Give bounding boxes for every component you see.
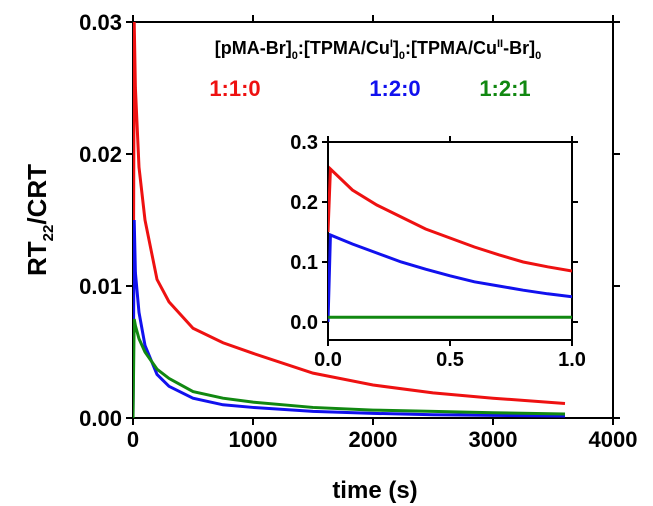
- x-tick-label: 0.5: [436, 349, 464, 371]
- legend-title-sub: 0: [292, 50, 298, 62]
- legend-title: [pMA-Br]0:[TPMA/CuI]0:[TPMA/CuII-Br]0: [215, 38, 542, 62]
- y-title-part: RT: [22, 241, 52, 276]
- series-line: [328, 232, 572, 323]
- y-tick-label: 0.3: [290, 132, 318, 154]
- y-tick-label: 0.02: [79, 142, 122, 167]
- x-tick-label: 1.0: [558, 349, 586, 371]
- plot-frame: [327, 141, 573, 341]
- legend-title-sub: 0: [535, 50, 541, 62]
- series-line: [133, 219, 566, 418]
- series-line: [133, 22, 566, 418]
- legend-title-part: :[TPMA/Cu: [298, 38, 390, 58]
- x-tick-label: 2000: [349, 427, 398, 452]
- y-tick-label: 0.1: [290, 252, 318, 274]
- y-tick-label: 0.03: [79, 10, 122, 35]
- series-line: [328, 165, 572, 273]
- x-axis-title: time (s): [332, 477, 417, 504]
- y-title-part: /CRT: [22, 164, 52, 225]
- legend-title-part: -Br]: [503, 38, 535, 58]
- legend-label: 1:1:0: [209, 76, 260, 101]
- legend-title-part: ]: [393, 38, 399, 58]
- legend-title-sub: 0: [399, 50, 405, 62]
- x-tick-label: 3000: [469, 427, 518, 452]
- legend-title-part: [pMA-Br]: [215, 38, 292, 58]
- x-tick-label: 0: [127, 427, 139, 452]
- y-tick-label: 0.2: [290, 192, 318, 214]
- y-tick-label: 0.00: [79, 406, 122, 431]
- x-tick-label: 0.0: [314, 349, 342, 371]
- y-title-sub: 22: [40, 225, 57, 242]
- legend-title-sup: I: [390, 38, 393, 50]
- series-line: [133, 318, 566, 418]
- y-tick-label: 0.0: [290, 312, 318, 334]
- y-tick-label: 0.01: [79, 274, 122, 299]
- x-tick-label: 1000: [229, 427, 278, 452]
- legend-title-sup: II: [497, 38, 503, 50]
- x-tick-label: 4000: [589, 427, 638, 452]
- legend-title-part: :[TPMA/Cu: [405, 38, 497, 58]
- legend-label: 1:2:1: [479, 76, 530, 101]
- legend-label: 1:2:0: [369, 76, 420, 101]
- y-axis-title: RT22/CRT: [22, 164, 57, 276]
